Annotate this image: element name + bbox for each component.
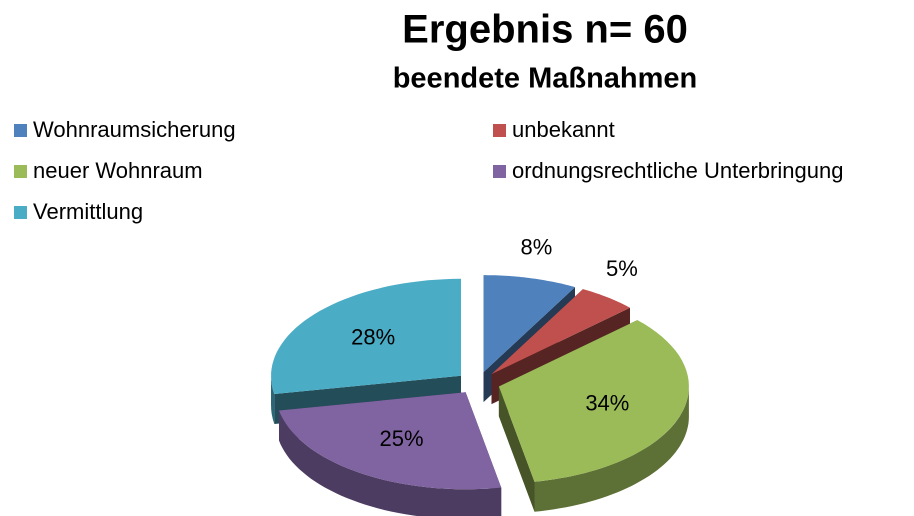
- slice-wall: [534, 386, 689, 512]
- legend-swatch: [14, 124, 27, 137]
- pie-slice: [279, 392, 502, 516]
- pie-slice: [498, 320, 689, 512]
- slice-wall: [279, 410, 502, 516]
- slice: [498, 320, 689, 482]
- data-label: 25%: [380, 426, 424, 451]
- legend-swatch: [14, 165, 27, 178]
- data-label: 5%: [606, 256, 638, 281]
- legend-swatch: [14, 206, 27, 219]
- slice: [279, 392, 502, 490]
- chart-title: Ergebnis n= 60: [402, 8, 688, 52]
- legend-label: unbekannt: [512, 117, 615, 142]
- legend-swatch: [493, 124, 506, 137]
- legend-swatch: [493, 165, 506, 178]
- data-label: 34%: [585, 390, 629, 415]
- legend-label: Vermittlung: [33, 199, 143, 224]
- slice: [491, 289, 630, 375]
- slice-wall: [271, 375, 275, 424]
- legend-label: Wohnraumsicherung: [33, 117, 236, 142]
- chart-subtitle: beendete Maßnahmen: [393, 63, 698, 95]
- slice: [271, 278, 461, 394]
- slice-side: [498, 386, 535, 512]
- data-label: 28%: [351, 325, 395, 350]
- legend-label: neuer Wohnraum: [33, 158, 203, 183]
- data-label: 8%: [520, 235, 552, 260]
- legend-label: ordnungsrechtliche Unterbringung: [512, 158, 843, 183]
- slice: [483, 275, 575, 373]
